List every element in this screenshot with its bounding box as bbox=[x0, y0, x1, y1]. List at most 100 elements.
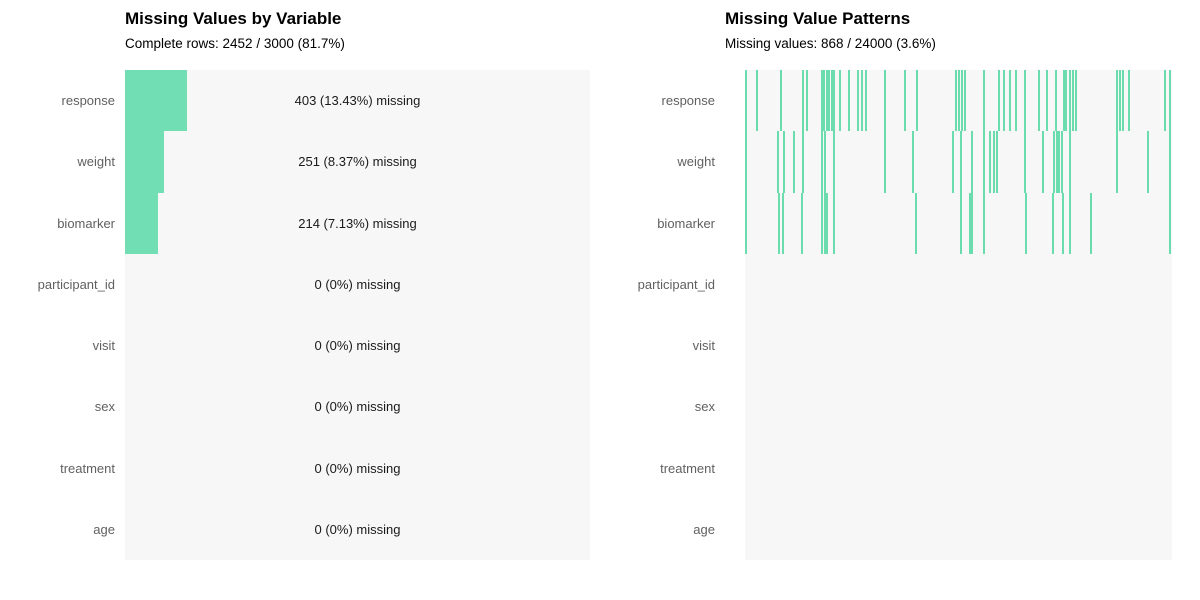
missing-mark-response bbox=[828, 70, 831, 132]
missing-mark-weight bbox=[1057, 131, 1060, 193]
missing-mark-biomarker bbox=[745, 192, 748, 254]
missing-mark-weight bbox=[992, 131, 995, 193]
missing-mark-response bbox=[1037, 70, 1040, 132]
missing-mark-response bbox=[954, 70, 957, 132]
missing-bar-response bbox=[125, 70, 188, 132]
missing-mark-response bbox=[802, 70, 805, 132]
missing-mark-biomarker bbox=[982, 192, 985, 254]
missing-count-annotation-participant_id: 0 (0%) missing bbox=[314, 276, 401, 292]
bar-plot-area: 403 (13.43%) missing 251 (8.37%) missing 2… bbox=[125, 70, 590, 560]
missing-count-annotation-biomarker: 214 (7.13%) missing bbox=[298, 215, 417, 231]
missing-mark-weight bbox=[911, 131, 914, 193]
missing-mark-response bbox=[982, 70, 985, 132]
missing-mark-biomarker bbox=[959, 192, 962, 254]
missing-count-annotation-visit: 0 (0%) missing bbox=[314, 338, 401, 354]
missing-mark-biomarker bbox=[825, 192, 828, 254]
missing-values-bar-chart: Missing Values by Variable Complete rows… bbox=[37, 9, 590, 560]
y-axis-label-participant_id: participant_id bbox=[37, 276, 115, 292]
missing-mark-response bbox=[1168, 70, 1171, 132]
y-axis-label-response: response bbox=[661, 93, 715, 109]
y-axis-label-visit: visit bbox=[692, 338, 715, 354]
missing-mark-weight bbox=[1168, 131, 1171, 193]
missing-mark-weight bbox=[802, 131, 805, 193]
missing-count-annotation-treatment: 0 (0%) missing bbox=[314, 460, 401, 476]
right-chart-subtitle: Missing values: 868 / 24000 (3.6%) bbox=[725, 36, 936, 51]
missing-mark-biomarker bbox=[968, 192, 971, 254]
missing-mark-weight bbox=[1042, 131, 1045, 193]
pattern-plot-area bbox=[745, 70, 1172, 560]
missing-mark-biomarker bbox=[915, 192, 918, 254]
missing-mark-response bbox=[830, 70, 833, 132]
missing-mark-response bbox=[957, 70, 960, 132]
missing-mark-response bbox=[1008, 70, 1011, 132]
missing-mark-biomarker bbox=[821, 192, 824, 254]
y-axis-label-weight: weight bbox=[77, 154, 115, 170]
y-axis-label-participant_id: participant_id bbox=[637, 276, 715, 292]
missing-mark-weight bbox=[982, 131, 985, 193]
missing-mark-response bbox=[823, 70, 826, 132]
missing-mark-biomarker bbox=[1062, 192, 1065, 254]
missing-mark-response bbox=[821, 70, 824, 132]
missing-mark-weight bbox=[823, 131, 826, 193]
y-axis-label-sex: sex bbox=[694, 399, 715, 415]
y-axis-label-biomarker: biomarker bbox=[657, 215, 715, 231]
missing-mark-response bbox=[838, 70, 841, 132]
missing-mark-response bbox=[1127, 70, 1130, 132]
missing-mark-weight bbox=[821, 131, 824, 193]
missing-mark-weight bbox=[1061, 131, 1064, 193]
missing-mark-response bbox=[745, 70, 748, 132]
missing-mark-weight bbox=[1055, 131, 1058, 193]
missing-mark-weight bbox=[884, 131, 887, 193]
missing-mark-biomarker bbox=[971, 192, 974, 254]
right-chart-title: Missing Value Patterns bbox=[725, 9, 911, 28]
missing-mark-biomarker bbox=[1051, 192, 1054, 254]
y-axis-label-visit: visit bbox=[92, 338, 115, 354]
missing-mark-weight bbox=[1052, 131, 1055, 193]
missing-mark-response bbox=[915, 70, 918, 132]
missing-mark-biomarker bbox=[782, 192, 784, 254]
missing-mark-response bbox=[1122, 70, 1125, 132]
missing-mark-response bbox=[1023, 70, 1026, 132]
missing-mark-weight bbox=[1068, 131, 1071, 193]
missing-mark-biomarker bbox=[801, 192, 804, 254]
missing-mark-weight bbox=[1147, 131, 1150, 193]
missing-mark-weight bbox=[832, 131, 835, 193]
missing-mark-response bbox=[1116, 70, 1119, 132]
y-axis-label-weight: weight bbox=[677, 154, 715, 170]
missing-mark-weight bbox=[1023, 131, 1026, 193]
missing-mark-weight bbox=[776, 131, 779, 193]
missing-mark-biomarker bbox=[1168, 192, 1171, 254]
missing-mark-response bbox=[825, 70, 828, 132]
missing-mark-response bbox=[1002, 70, 1005, 132]
missing-mark-biomarker bbox=[1024, 192, 1027, 254]
missing-count-annotation-age: 0 (0%) missing bbox=[314, 521, 401, 537]
missing-mark-weight bbox=[745, 131, 748, 193]
missing-mark-biomarker bbox=[1089, 192, 1092, 254]
missing-count-annotation-weight: 251 (8.37%) missing bbox=[298, 154, 417, 170]
missing-mark-weight bbox=[988, 131, 991, 193]
missing-mark-response bbox=[960, 70, 963, 132]
y-axis-label-age: age bbox=[93, 521, 115, 537]
y-axis-label-age: age bbox=[693, 521, 715, 537]
missing-mark-weight bbox=[995, 131, 998, 193]
missing-mark-response bbox=[755, 70, 758, 132]
missing-count-annotation-sex: 0 (0%) missing bbox=[314, 399, 401, 415]
missing-mark-weight bbox=[951, 131, 954, 193]
missing-mark-response bbox=[884, 70, 887, 132]
missing-mark-response bbox=[832, 70, 835, 132]
missing-count-annotation-response: 403 (13.43%) missing bbox=[294, 93, 421, 109]
missing-mark-response bbox=[864, 70, 867, 132]
missing-mark-response bbox=[998, 70, 1001, 132]
missing-mark-response bbox=[780, 70, 783, 132]
missing-bar-biomarker bbox=[125, 192, 159, 254]
missing-mark-response bbox=[1118, 70, 1121, 132]
missing-mark-biomarker bbox=[778, 192, 781, 254]
missing-mark-response bbox=[1072, 70, 1075, 132]
left-chart-subtitle: Complete rows: 2452 / 3000 (81.7%) bbox=[125, 36, 345, 51]
missing-mark-response bbox=[1055, 70, 1058, 132]
missing-mark-response bbox=[1065, 70, 1068, 132]
missing-mark-response bbox=[860, 70, 863, 132]
missing-mark-response bbox=[963, 70, 966, 132]
